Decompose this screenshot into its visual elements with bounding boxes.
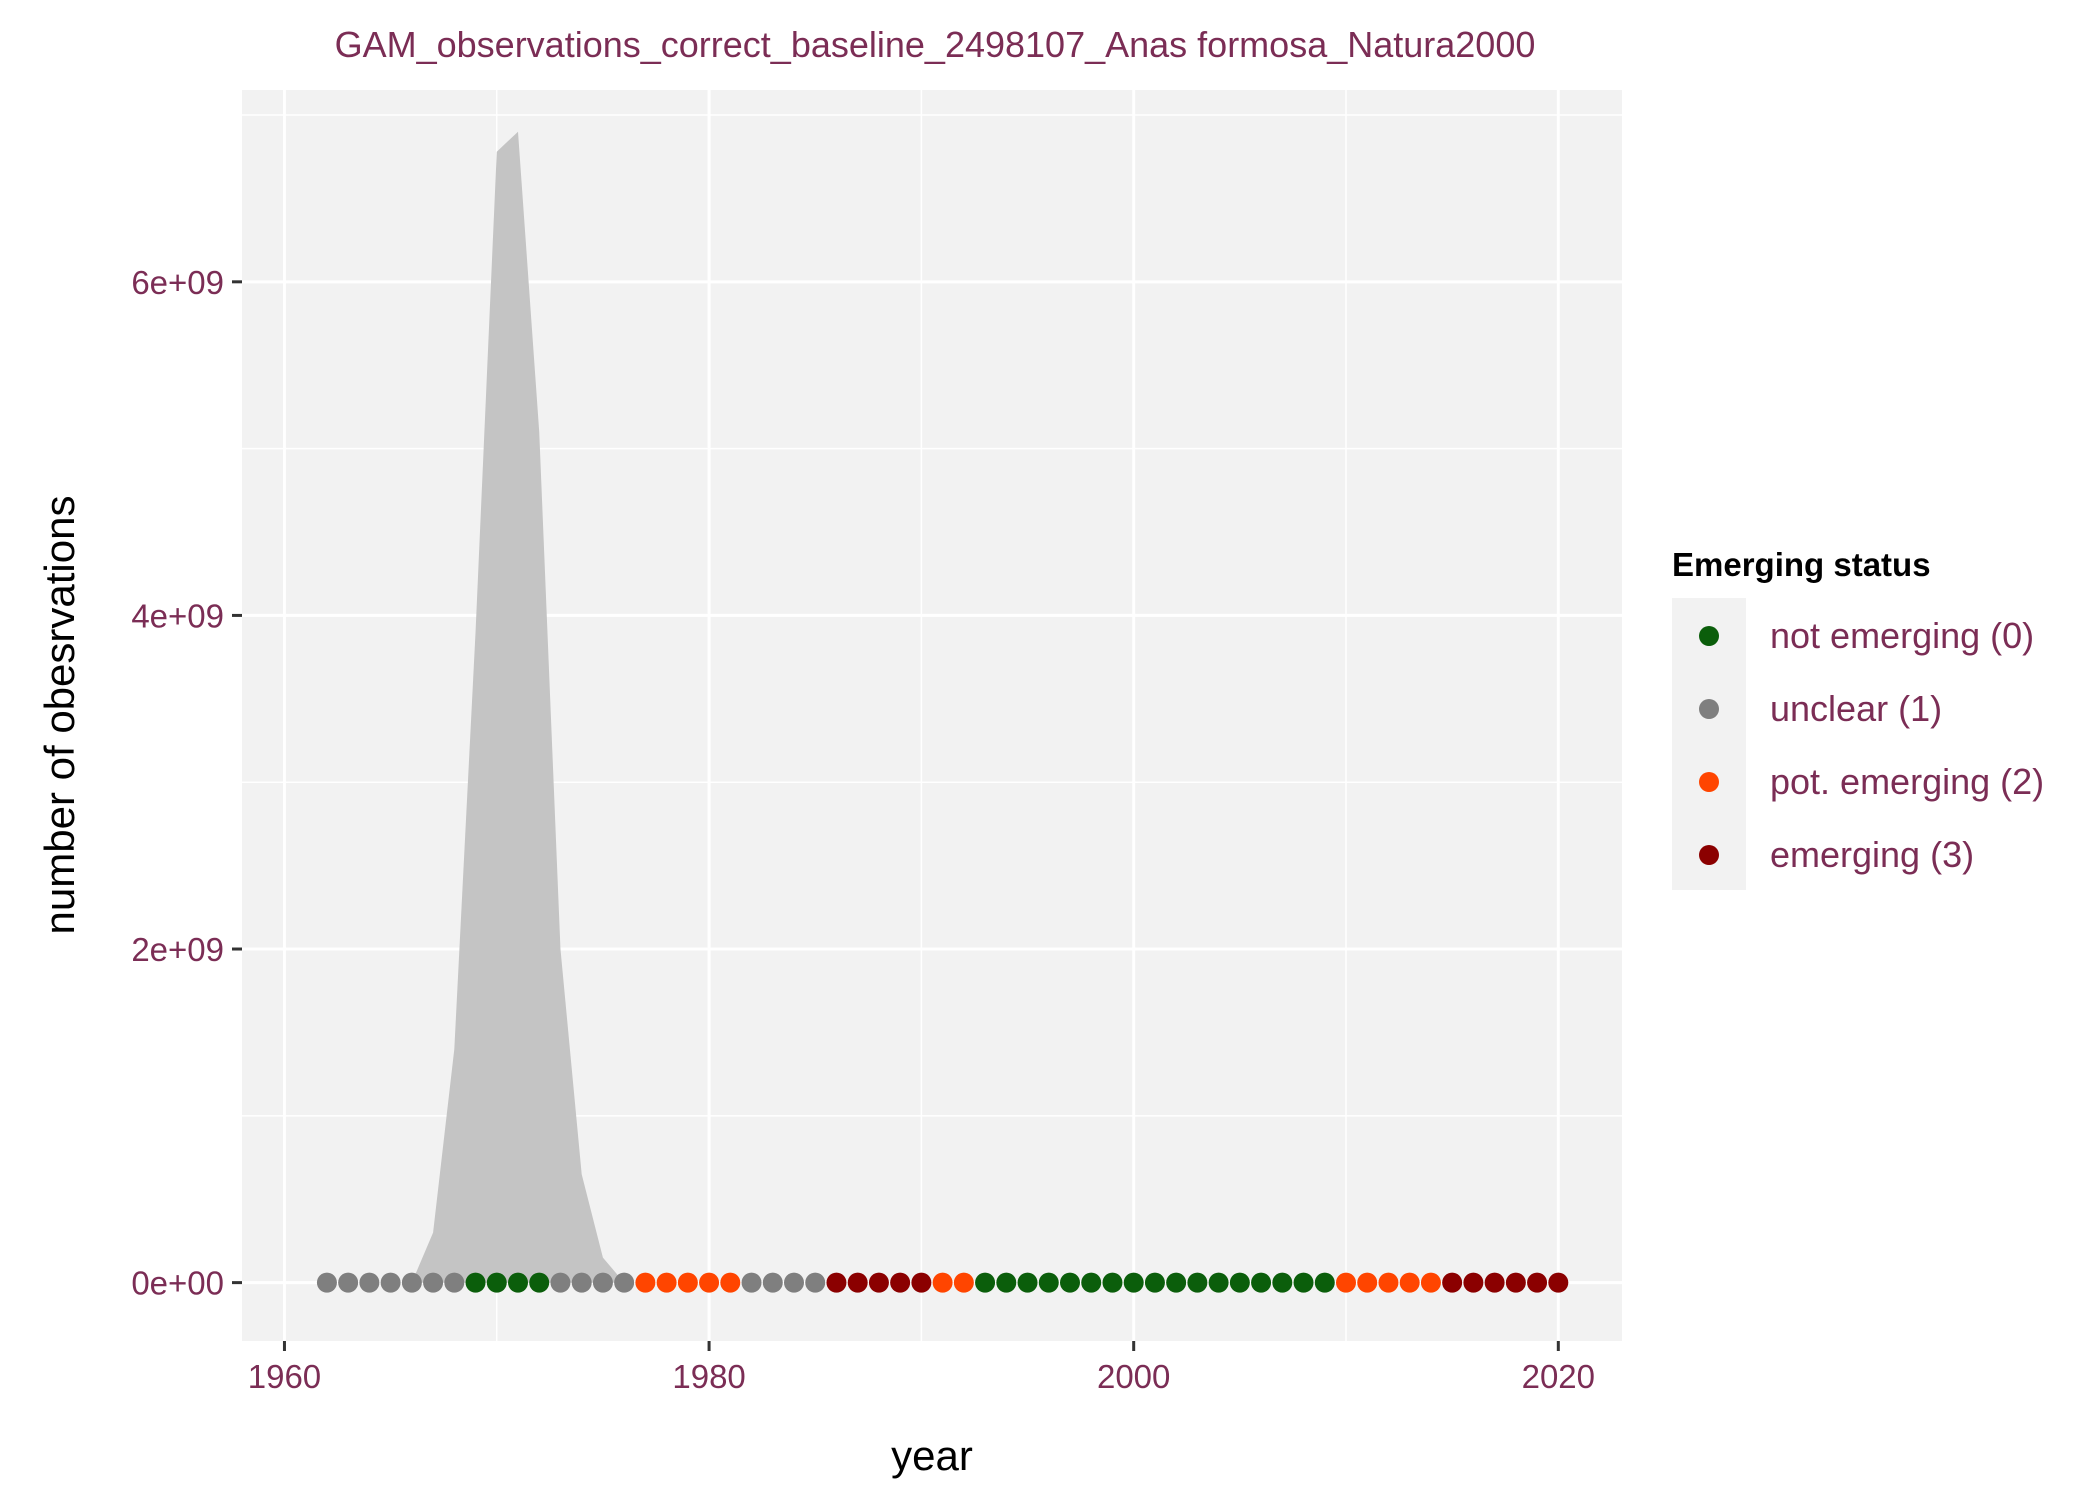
- legend-key-2: [1699, 772, 1719, 792]
- data-point-1974: [571, 1272, 592, 1293]
- data-point-2018: [1505, 1272, 1526, 1293]
- data-point-1992: [953, 1272, 974, 1293]
- data-point-1985: [805, 1272, 826, 1293]
- data-point-1990: [911, 1272, 932, 1293]
- data-point-1982: [741, 1272, 762, 1293]
- data-point-2011: [1357, 1272, 1378, 1293]
- axes: 1960 1980 2000 2020 0e+00 2e+09 4e+09 6e+09: [131, 264, 1595, 1395]
- data-point-2013: [1399, 1272, 1420, 1293]
- legend-key-background: [1672, 598, 1746, 890]
- data-point-1976: [614, 1272, 635, 1293]
- data-point-1970: [486, 1272, 507, 1293]
- data-point-1965: [380, 1272, 401, 1293]
- data-point-1998: [1081, 1272, 1102, 1293]
- data-point-2000: [1123, 1272, 1144, 1293]
- y-tick-label: 2e+09: [131, 931, 224, 968]
- data-point-1978: [656, 1272, 677, 1293]
- data-point-1987: [847, 1272, 868, 1293]
- data-point-2010: [1336, 1272, 1356, 1293]
- data-point-1975: [592, 1272, 613, 1293]
- data-point-1995: [1017, 1272, 1038, 1293]
- legend-key-1: [1699, 699, 1719, 719]
- legend-label-1: unclear (1): [1770, 688, 1942, 729]
- data-point-2019: [1527, 1272, 1548, 1293]
- data-point-1989: [890, 1272, 911, 1293]
- data-point-1969: [465, 1272, 486, 1293]
- data-point-2020: [1548, 1272, 1569, 1293]
- x-axis-title: year: [891, 1432, 973, 1479]
- data-point-2006: [1251, 1272, 1272, 1293]
- legend-key-3: [1699, 845, 1719, 865]
- data-point-2016: [1463, 1272, 1484, 1293]
- observations-area: [411, 131, 625, 1283]
- data-point-2017: [1484, 1272, 1505, 1293]
- chart-title: GAM_observations_correct_baseline_249810…: [335, 24, 1536, 65]
- data-point-1981: [720, 1272, 741, 1293]
- data-point-1997: [1060, 1272, 1080, 1293]
- data-point-1984: [784, 1272, 804, 1293]
- data-point-1999: [1102, 1272, 1123, 1293]
- data-point-1983: [762, 1272, 783, 1293]
- data-point-2002: [1166, 1272, 1187, 1293]
- data-point-1973: [550, 1272, 571, 1293]
- data-point-1967: [423, 1272, 444, 1293]
- data-point-2012: [1378, 1272, 1399, 1293]
- y-tick-label: 0e+00: [131, 1265, 224, 1302]
- data-point-2007: [1272, 1272, 1293, 1293]
- data-point-2015: [1442, 1272, 1463, 1293]
- data-point-2001: [1144, 1272, 1165, 1293]
- area-layer: [411, 131, 625, 1283]
- data-point-1962: [316, 1272, 337, 1293]
- legend-title: Emerging status: [1672, 546, 1931, 583]
- grid-lines: [242, 90, 1622, 1341]
- data-point-1994: [996, 1272, 1017, 1293]
- data-point-2008: [1293, 1272, 1314, 1293]
- legend-label-0: not emerging (0): [1770, 615, 2034, 656]
- x-tick-label: 1980: [672, 1358, 745, 1395]
- data-point-1993: [975, 1272, 996, 1293]
- data-point-2014: [1420, 1272, 1441, 1293]
- data-point-1979: [677, 1272, 698, 1293]
- y-tick-label: 4e+09: [131, 597, 224, 634]
- data-point-1986: [826, 1272, 847, 1293]
- data-point-1966: [401, 1272, 422, 1293]
- x-tick-label: 1960: [248, 1358, 321, 1395]
- data-point-2003: [1187, 1272, 1208, 1293]
- data-point-1980: [699, 1272, 720, 1293]
- data-point-1991: [932, 1272, 953, 1293]
- data-point-1972: [529, 1272, 550, 1293]
- legend-label-3: emerging (3): [1770, 834, 1974, 875]
- y-axis-title: number of obesrvations: [36, 496, 83, 935]
- data-point-1963: [338, 1272, 359, 1293]
- data-point-1977: [635, 1272, 656, 1293]
- legend-label-2: pot. emerging (2): [1770, 761, 2044, 802]
- data-point-1996: [1038, 1272, 1059, 1293]
- data-point-2005: [1229, 1272, 1250, 1293]
- data-point-1988: [868, 1272, 889, 1293]
- points-layer: [316, 1272, 1569, 1293]
- x-tick-label: 2000: [1097, 1358, 1170, 1395]
- x-tick-label: 2020: [1522, 1358, 1595, 1395]
- data-point-1971: [508, 1272, 528, 1293]
- y-tick-label: 6e+09: [131, 264, 224, 301]
- legend: Emerging status not emerging (0) unclear …: [1672, 546, 2044, 890]
- data-point-2009: [1314, 1272, 1335, 1293]
- data-point-2004: [1208, 1272, 1229, 1293]
- data-point-1968: [444, 1272, 465, 1293]
- legend-items: not emerging (0) unclear (1) pot. emerging…: [1699, 615, 2044, 875]
- data-point-1964: [359, 1272, 380, 1293]
- legend-key-0: [1699, 626, 1719, 646]
